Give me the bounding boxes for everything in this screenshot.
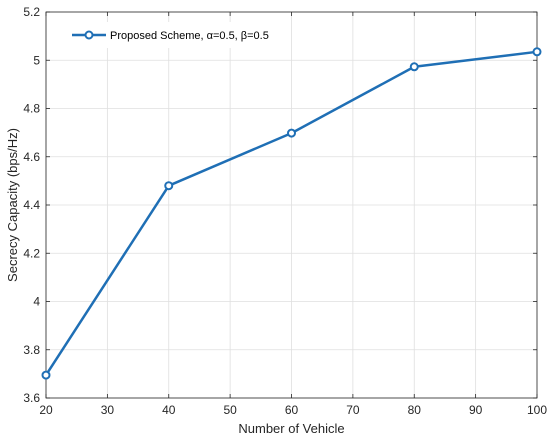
y-tick-label: 5.2 <box>23 5 40 19</box>
x-tick-label: 100 <box>527 403 547 417</box>
y-tick-label: 4.4 <box>23 198 40 212</box>
data-point <box>41 370 51 380</box>
legend-entry-label: Proposed Scheme, α=0.5, β=0.5 <box>110 30 269 42</box>
data-point <box>409 62 419 72</box>
x-tick-label: 30 <box>101 403 115 417</box>
x-tick-labels: 20 30 40 50 60 70 80 90 100 <box>39 403 547 417</box>
y-tick-label: 5 <box>33 53 40 67</box>
series-layer <box>41 47 542 380</box>
y-tick-labels: 3.6 3.8 4 4.2 4.4 4.6 4.8 5 5.2 <box>23 5 40 405</box>
legend-marker-sample <box>84 30 94 40</box>
y-tick-label: 4.8 <box>23 102 40 116</box>
x-tick-label: 80 <box>408 403 422 417</box>
y-tick-label: 4 <box>33 295 40 309</box>
data-point <box>164 181 174 191</box>
y-tick-label: 3.6 <box>23 391 40 405</box>
y-tick-label: 4.2 <box>23 246 40 260</box>
x-tick-label: 90 <box>469 403 483 417</box>
x-axis-title: Number of Vehicle <box>238 421 344 436</box>
y-tick-label: 4.6 <box>23 150 40 164</box>
data-point <box>287 128 296 138</box>
x-tick-label: 40 <box>162 403 176 417</box>
y-axis-title: Secrecy Capacity (bps/Hz) <box>5 128 20 282</box>
y-tick-label: 3.8 <box>23 343 40 357</box>
legend: Proposed Scheme, α=0.5, β=0.5 <box>62 22 284 48</box>
x-tick-label: 50 <box>223 403 237 417</box>
data-point <box>532 47 542 57</box>
axis-ticks <box>45 11 538 399</box>
x-tick-label: 20 <box>39 403 53 417</box>
x-tick-label: 70 <box>346 403 360 417</box>
x-tick-label: 60 <box>285 403 299 417</box>
